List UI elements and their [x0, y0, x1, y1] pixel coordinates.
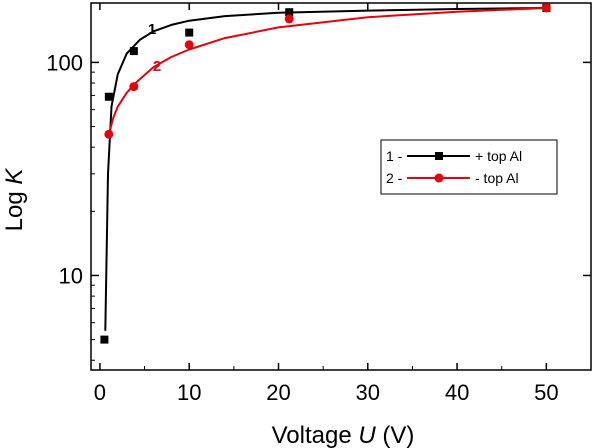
curve-label-1: 1	[148, 21, 156, 38]
x-tick-label: 30	[356, 380, 380, 405]
x-tick-label: 20	[266, 380, 290, 405]
data-point-series-2	[129, 82, 138, 91]
legend-prefix-2: 2 -	[386, 170, 403, 186]
legend: 1 - + top Al 2 - - top Al	[381, 140, 557, 194]
legend-label-2: - top Al	[475, 170, 519, 186]
data-point-series-2	[542, 4, 551, 13]
x-tick-label: 0	[94, 380, 106, 405]
y-tick-label: 100	[46, 50, 83, 75]
legend-label-1: + top Al	[475, 148, 522, 164]
x-tick-label: 40	[445, 380, 469, 405]
x-tick-label: 50	[534, 380, 558, 405]
data-point-series-2	[285, 14, 294, 23]
y-axis-title: Log K	[1, 168, 28, 232]
data-point-series-1	[105, 93, 113, 101]
data-point-series-1	[130, 47, 138, 55]
legend-box	[381, 140, 557, 194]
legend-marker-2	[435, 174, 444, 183]
curve-label-2: 2	[153, 58, 161, 75]
data-point-series-1	[185, 29, 193, 37]
legend-prefix-1: 1 -	[386, 148, 403, 164]
x-tick-label: 10	[177, 380, 201, 405]
data-point-series-2	[104, 130, 113, 139]
data-point-series-2	[185, 40, 194, 49]
data-point-series-1	[100, 336, 108, 344]
y-tick-label: 10	[59, 263, 83, 288]
x-axis-title: Voltage U (V)	[272, 422, 415, 448]
legend-marker-1	[435, 152, 443, 160]
